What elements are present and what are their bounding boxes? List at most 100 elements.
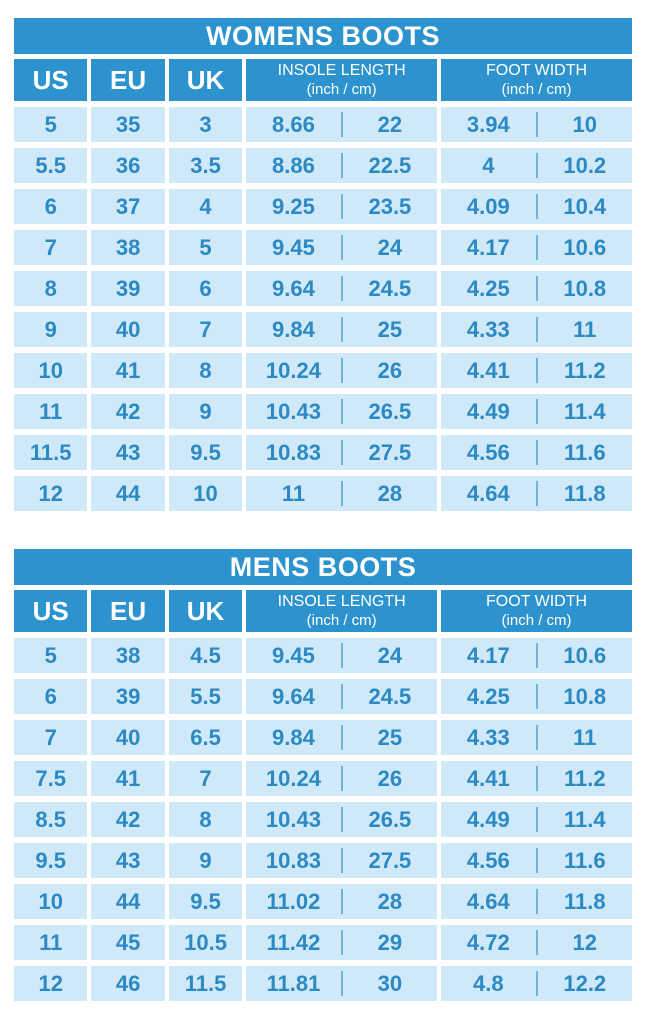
insole-length-cell: 8.66 22 bbox=[246, 107, 438, 142]
width-inch-value: 4.25 bbox=[466, 683, 510, 709]
us-size-cell: 8.5 bbox=[14, 802, 88, 837]
uk-size-cell: 6.5 bbox=[168, 720, 243, 755]
table-row: 5 38 4.5 9.45 24 4.17 10.6 bbox=[14, 638, 632, 673]
width-inch-value: 4.17 bbox=[466, 234, 510, 260]
value-divider bbox=[340, 807, 343, 832]
width-cm-value: 10.8 bbox=[563, 683, 607, 709]
eu-size-cell: 36 bbox=[91, 148, 165, 183]
uk-size-cell: 8 bbox=[168, 353, 243, 388]
width-inch-value: 4.41 bbox=[466, 357, 510, 383]
us-size-cell: 11 bbox=[14, 394, 88, 429]
value-divider bbox=[340, 481, 343, 506]
us-size-cell: 11 bbox=[14, 925, 88, 960]
width-cm-value: 11.8 bbox=[563, 480, 606, 506]
value-divider bbox=[535, 317, 538, 342]
insole-cm-value: 25 bbox=[377, 316, 403, 342]
insole-inch-value: 10.83 bbox=[265, 847, 321, 873]
insole-length-cell: 9.25 23.5 bbox=[246, 189, 438, 224]
insole-inch-value: 9.45 bbox=[272, 234, 315, 260]
insole-length-cell: 8.86 22.5 bbox=[246, 148, 438, 183]
width-cm-value: 11.8 bbox=[563, 888, 606, 914]
value-divider bbox=[535, 112, 538, 137]
value-divider bbox=[340, 684, 343, 709]
eu-size-cell: 44 bbox=[91, 476, 165, 511]
eu-size-cell: 40 bbox=[91, 720, 165, 755]
insole-cm-value: 30 bbox=[377, 970, 403, 996]
width-inch-value: 4.8 bbox=[473, 970, 504, 996]
table-row: 7 38 5 9.45 24 4.17 10.6 bbox=[14, 230, 632, 265]
table-row: 8 39 6 9.64 24.5 4.25 10.8 bbox=[14, 271, 632, 306]
table-header-row: US EU UK INSOLE LENGTH (inch / cm) FOOT … bbox=[14, 59, 632, 101]
table-row: 10 41 8 10.24 26 4.41 11.2 bbox=[14, 353, 632, 388]
insole-inch-value: 11 bbox=[281, 480, 306, 506]
insole-cm-value: 24.5 bbox=[368, 275, 412, 301]
value-divider bbox=[535, 440, 538, 465]
uk-size-cell: 6 bbox=[168, 271, 243, 306]
foot-width-cell: 4 10.2 bbox=[441, 148, 632, 183]
insole-inch-value: 9.84 bbox=[272, 316, 315, 342]
column-header-uk: UK bbox=[168, 590, 243, 632]
value-divider bbox=[535, 276, 538, 301]
insole-inch-value: 10.43 bbox=[265, 806, 321, 832]
insole-inch-value: 11.42 bbox=[266, 929, 321, 955]
width-cm-value: 10.6 bbox=[563, 642, 607, 668]
value-divider bbox=[340, 317, 343, 342]
value-divider bbox=[535, 725, 538, 750]
value-divider bbox=[340, 766, 343, 791]
insole-inch-value: 10.24 bbox=[265, 765, 321, 791]
column-header-us: US bbox=[14, 590, 88, 632]
us-size-cell: 12 bbox=[14, 476, 88, 511]
width-inch-value: 4.49 bbox=[466, 806, 510, 832]
width-cm-value: 11 bbox=[573, 316, 597, 342]
us-size-cell: 6 bbox=[14, 679, 88, 714]
foot-width-cell: 4.17 10.6 bbox=[441, 638, 632, 673]
width-cm-value: 12 bbox=[572, 929, 597, 955]
uk-size-cell: 5 bbox=[168, 230, 243, 265]
table-row: 5 35 3 8.66 22 3.94 10 bbox=[14, 107, 632, 142]
value-divider bbox=[340, 643, 343, 668]
value-divider bbox=[535, 235, 538, 260]
foot-width-cell: 4.25 10.8 bbox=[441, 679, 632, 714]
insole-length-cell: 11.81 30 bbox=[246, 966, 438, 1001]
width-inch-value: 4.49 bbox=[466, 398, 510, 424]
width-cm-value: 12.2 bbox=[563, 970, 607, 996]
insole-inch-value: 10.43 bbox=[265, 398, 321, 424]
width-cm-value: 10.6 bbox=[563, 234, 607, 260]
value-divider bbox=[535, 807, 538, 832]
value-divider bbox=[535, 684, 538, 709]
value-divider bbox=[340, 194, 343, 219]
insole-cm-value: 24.5 bbox=[368, 683, 412, 709]
width-inch-value: 4.56 bbox=[466, 439, 510, 465]
table-row: 11 45 10.5 11.42 29 4.72 12 bbox=[14, 925, 632, 960]
table-row: 9.5 43 9 10.83 27.5 4.56 11.6 bbox=[14, 843, 632, 878]
uk-size-cell: 3 bbox=[168, 107, 243, 142]
insole-length-cell: 11 28 bbox=[246, 476, 438, 511]
eu-size-cell: 35 bbox=[91, 107, 165, 142]
insole-length-cell: 9.45 24 bbox=[246, 638, 438, 673]
us-size-cell: 5 bbox=[14, 107, 88, 142]
value-divider bbox=[340, 153, 343, 178]
value-divider bbox=[340, 358, 343, 383]
us-size-cell: 9 bbox=[14, 312, 88, 347]
insole-length-cell: 10.83 27.5 bbox=[246, 435, 438, 470]
foot-width-cell: 4.17 10.6 bbox=[441, 230, 632, 265]
value-divider bbox=[340, 930, 343, 955]
column-header-width-units: (inch / cm) bbox=[501, 80, 572, 98]
insole-inch-value: 8.66 bbox=[272, 111, 315, 137]
eu-size-cell: 43 bbox=[91, 843, 165, 878]
value-divider bbox=[535, 194, 538, 219]
eu-size-cell: 44 bbox=[91, 884, 165, 919]
insole-cm-value: 29 bbox=[377, 929, 403, 955]
table-row: 12 44 10 11 28 4.64 11.8 bbox=[14, 476, 632, 511]
insole-cm-value: 24 bbox=[377, 234, 403, 260]
foot-width-cell: 4.09 10.4 bbox=[441, 189, 632, 224]
uk-size-cell: 5.5 bbox=[168, 679, 243, 714]
womens-boots-table: WOMENS BOOTS US EU UK INSOLE LENGTH (inc… bbox=[14, 18, 632, 511]
width-inch-value: 3.94 bbox=[466, 111, 510, 137]
value-divider bbox=[535, 848, 538, 873]
width-cm-value: 10.8 bbox=[563, 275, 607, 301]
width-inch-value: 4.17 bbox=[466, 642, 510, 668]
eu-size-cell: 45 bbox=[91, 925, 165, 960]
eu-size-cell: 43 bbox=[91, 435, 165, 470]
width-cm-value: 11 bbox=[573, 724, 597, 750]
